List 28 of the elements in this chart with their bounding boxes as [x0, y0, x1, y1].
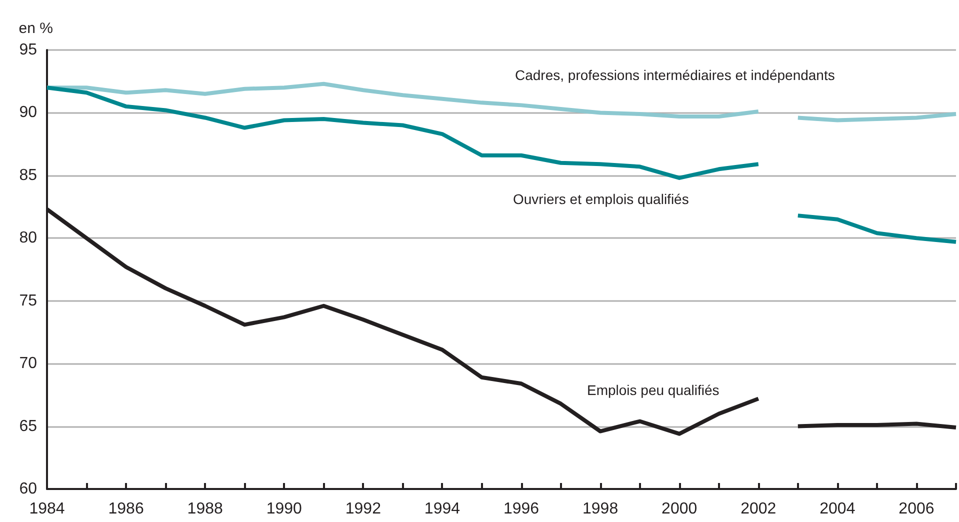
x-tick-label: 1986 [108, 500, 144, 518]
line-series [796, 112, 958, 122]
y-tick-label: 65 [19, 418, 38, 435]
x-tick-label: 2004 [820, 500, 856, 518]
x-tick-label: 2000 [662, 500, 698, 518]
x-tick-label: 2002 [740, 500, 776, 518]
x-tick-label: 1998 [582, 500, 618, 518]
annotation: Ouvriers et emplois qualifiés [513, 191, 689, 207]
line-series [45, 86, 760, 180]
x-tick-label: 1984 [29, 500, 65, 518]
y-tick-label: 95 [19, 42, 38, 58]
y-tick-label: 80 [19, 230, 38, 247]
line-series [796, 214, 958, 244]
x-tick-label: 1990 [266, 500, 302, 518]
y-tick-label: 90 [19, 104, 38, 122]
x-tick-label: 1996 [503, 500, 540, 518]
x-tick-label: 1992 [345, 500, 382, 518]
y-tick-label: 60 [19, 480, 38, 498]
y-tick-label: 70 [19, 355, 38, 372]
y-tick-label: 75 [19, 292, 38, 310]
x-tick-label: 1994 [424, 500, 460, 518]
y-axis-title: en % [18, 20, 53, 37]
line-series [45, 82, 760, 118]
x-tick-label: 1988 [187, 500, 223, 518]
annotation: Emplois peu qualifiés [587, 382, 720, 398]
y-tick-label: 85 [19, 166, 38, 184]
annotation: Cadres, professions intermédiaires et indépendants [515, 67, 835, 83]
x-tick-label: 2006 [898, 500, 934, 518]
